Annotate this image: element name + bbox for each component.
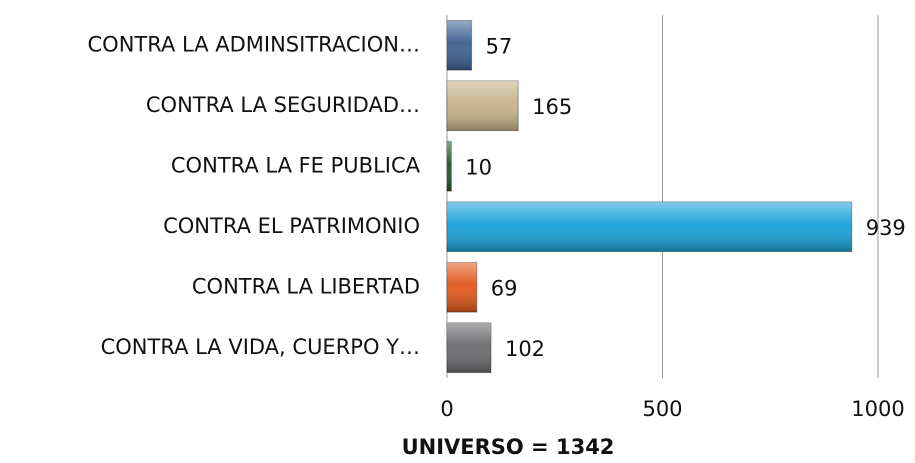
bar (446, 80, 519, 132)
data-label: 69 (491, 276, 518, 300)
y-tick-label: CONTRA LA SEGURIDAD… (146, 93, 420, 117)
x-tick-label: 1000 (851, 397, 904, 421)
x-axis-title: UNIVERSO = 1342 (402, 435, 615, 459)
bar (446, 19, 473, 71)
y-tick-label: CONTRA LA FE PUBLICA (171, 153, 421, 177)
y-tick-label: CONTRA LA ADMINSITRACION… (88, 32, 420, 56)
y-tick-label: CONTRA EL PATRIMONIO (163, 214, 420, 238)
bar (446, 322, 492, 374)
bar (446, 201, 853, 253)
data-label: 102 (505, 337, 545, 361)
y-tick-label: CONTRA LA LIBERTAD (192, 274, 420, 298)
bar (446, 140, 452, 192)
bar (446, 261, 478, 313)
data-label: 10 (465, 155, 492, 179)
data-label: 57 (486, 34, 513, 58)
x-tick-label: 0 (440, 397, 453, 421)
data-label: 165 (532, 95, 572, 119)
y-tick-label: CONTRA LA VIDA, CUERPO Y… (101, 335, 420, 359)
data-label: 939 (866, 216, 906, 240)
x-tick-label: 500 (642, 397, 682, 421)
